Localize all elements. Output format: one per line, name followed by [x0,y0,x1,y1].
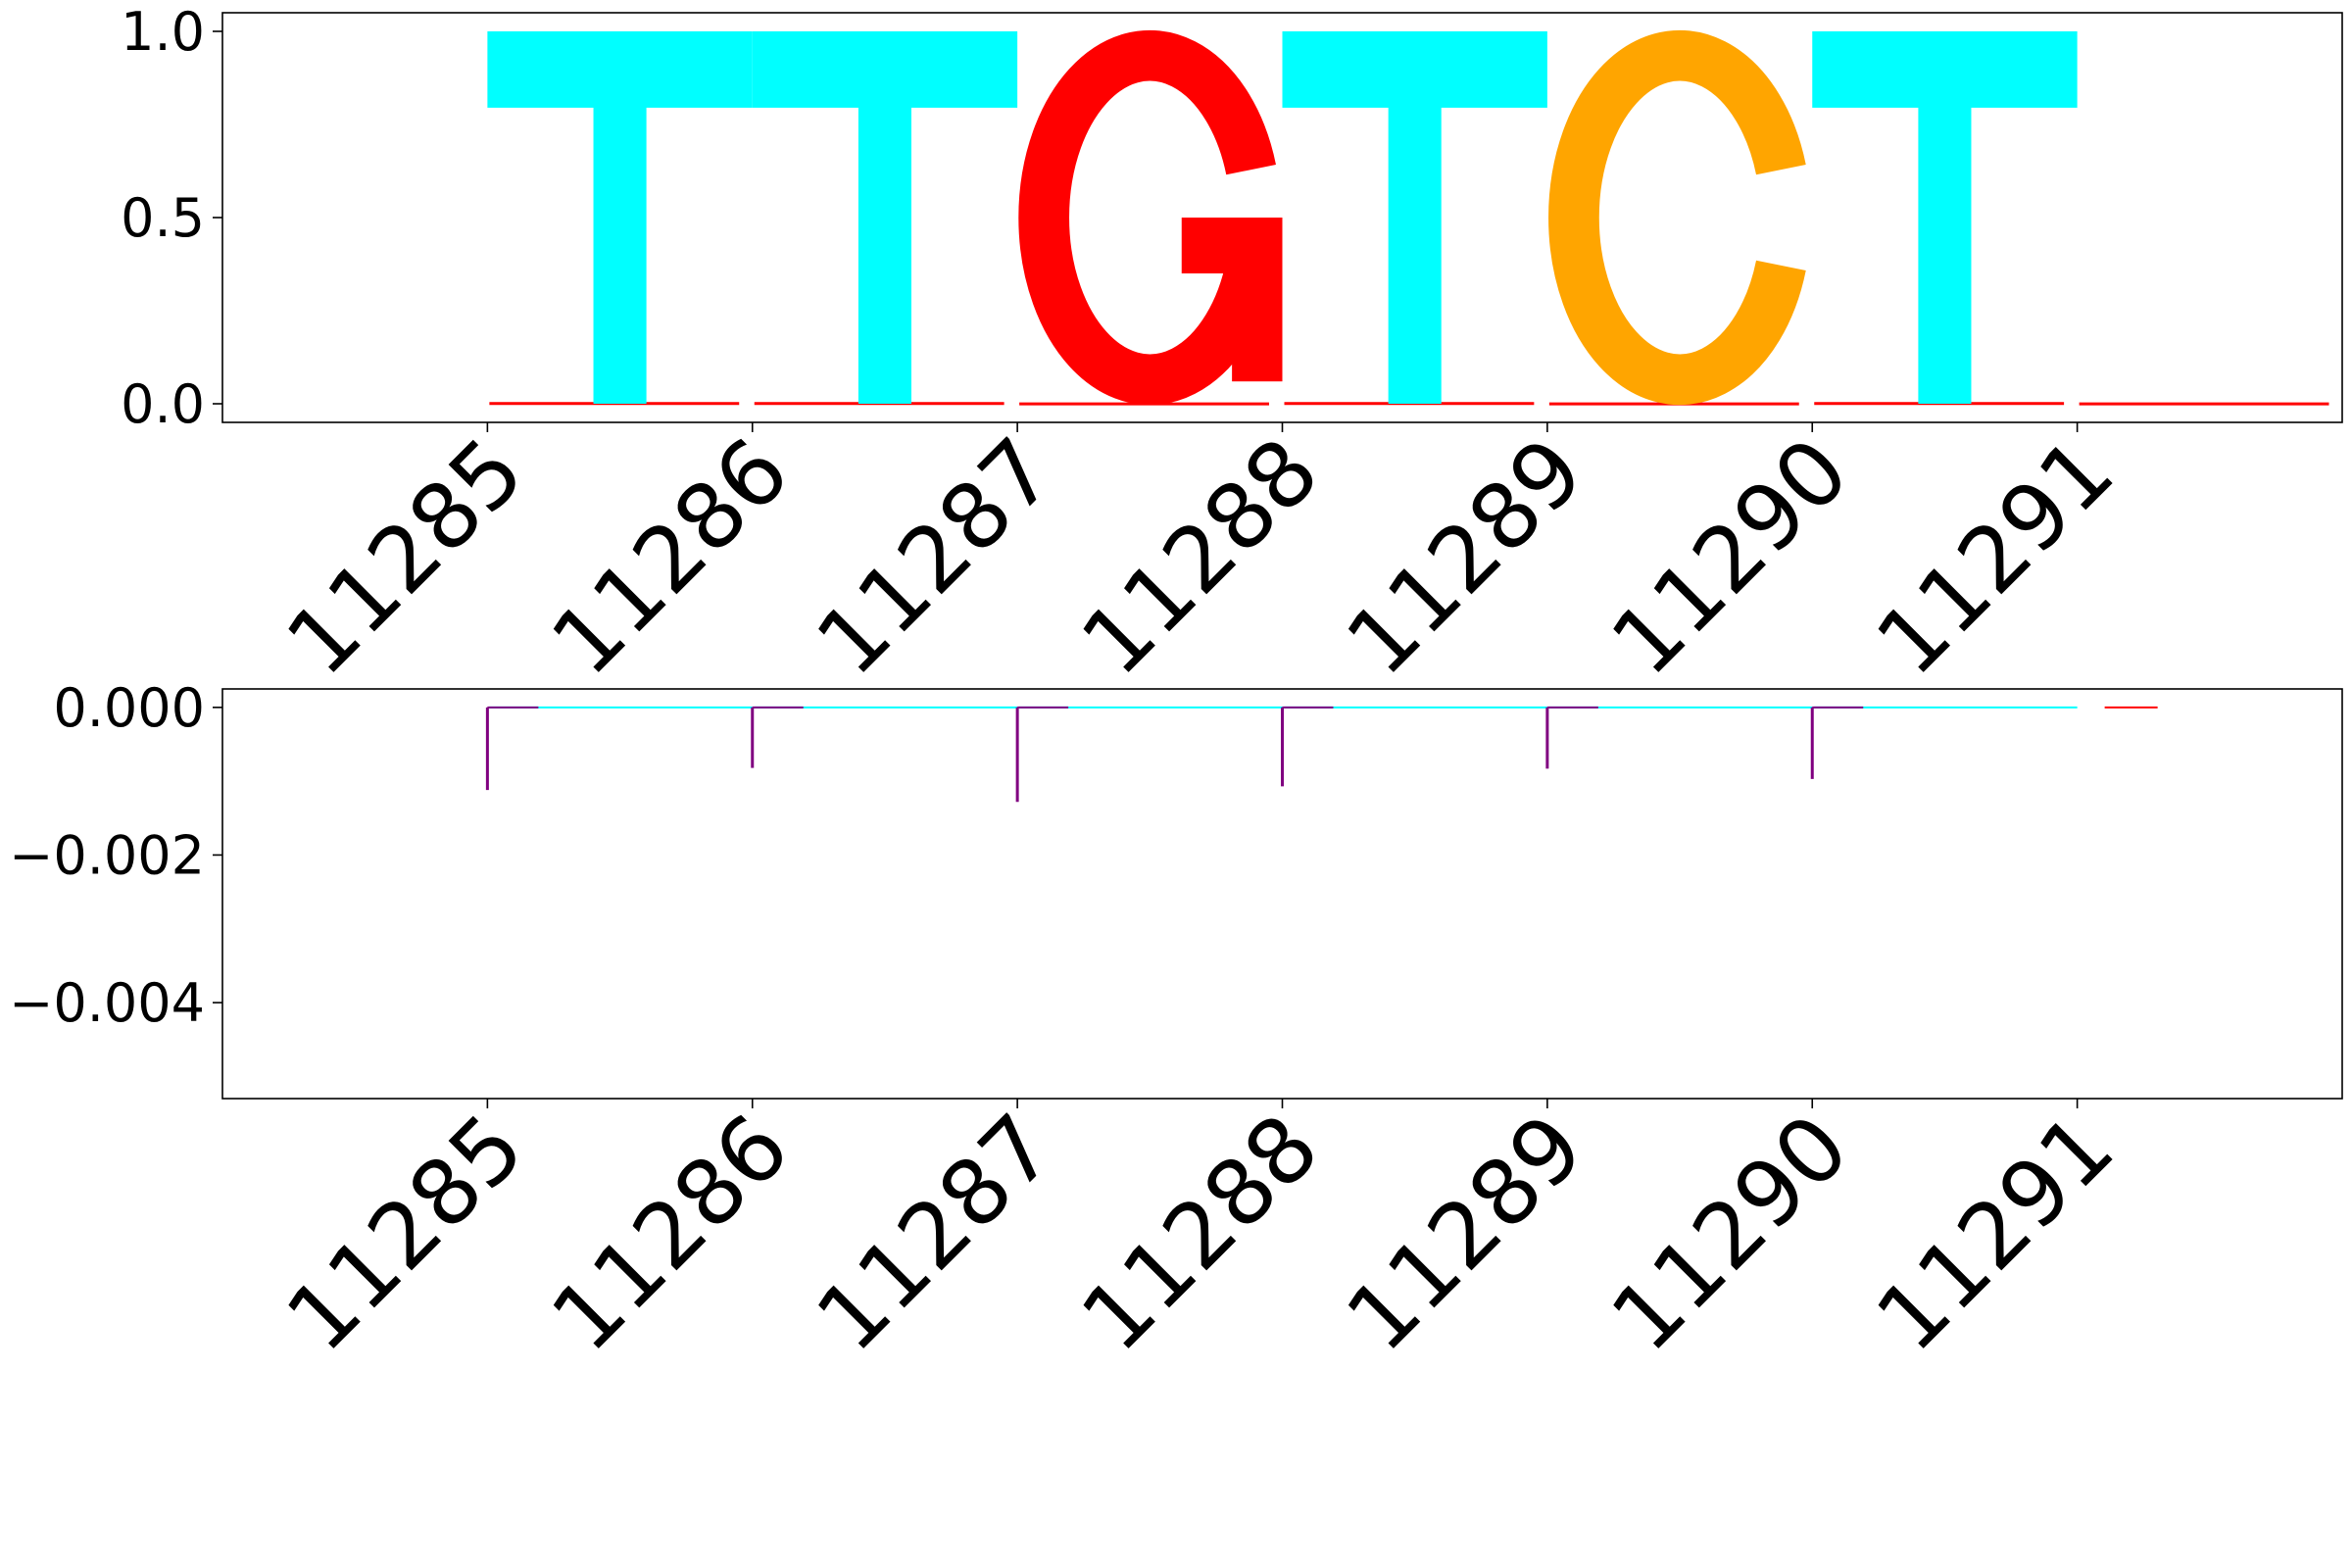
logo-ytick-label: 0.5 [121,187,205,249]
logo-letter-T [487,31,753,404]
bar-ytick-label: −0.002 [9,824,205,886]
logo-letter-T [752,31,1018,404]
bar-ytick-label: 0.000 [53,677,205,739]
logo-ytick-label: 0.0 [121,373,205,435]
logo-plot-area [487,29,2329,406]
logo-baseline-trace [2079,402,2329,406]
logo-letter-T [1282,31,1547,404]
logo-letter-C [1548,29,1806,406]
logo-letter-G [1018,29,1283,406]
logo-y-axis: 0.0 0.5 1.0 [121,1,222,435]
bar-ytick-label: −0.004 [9,972,205,1034]
bar-y-axis: 0.000 −0.002 −0.004 [9,677,222,1034]
bar-plot-area [485,706,2158,803]
logo-ytick-label: 1.0 [121,1,205,63]
logo-letter-T [1812,31,2078,404]
